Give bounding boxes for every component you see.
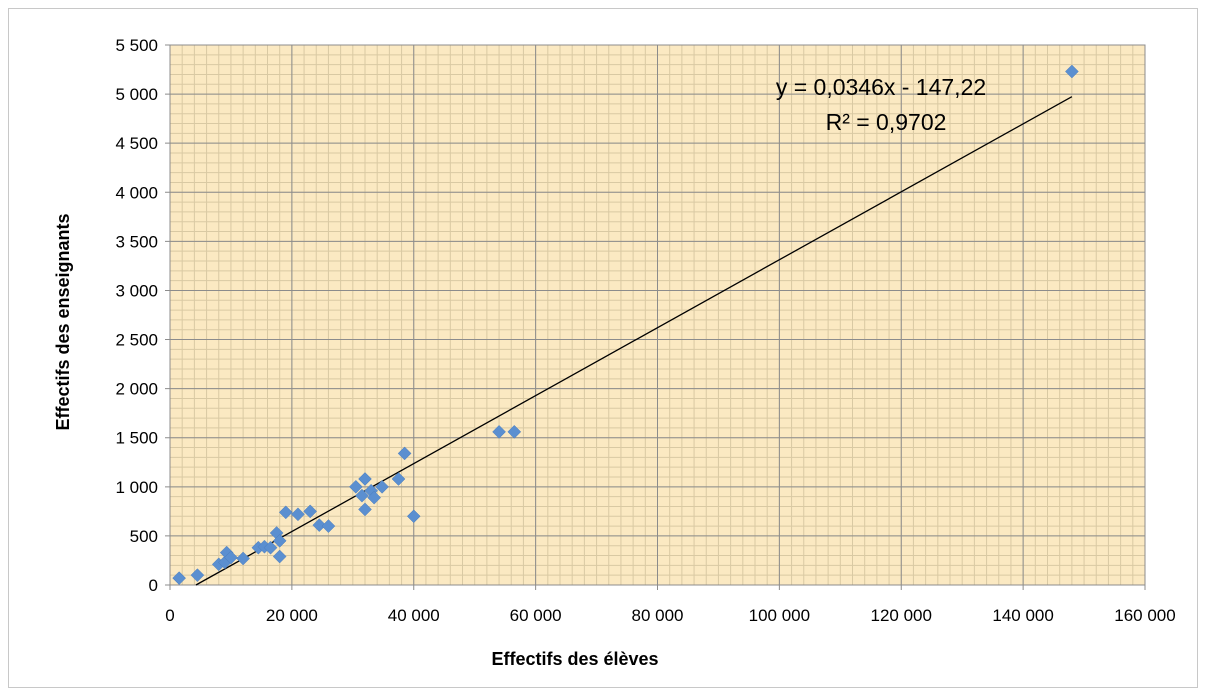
data-point bbox=[278, 505, 293, 520]
data-point bbox=[263, 540, 278, 555]
data-point bbox=[355, 488, 369, 503]
y-axis-title: Effectifs des enseignants bbox=[53, 213, 73, 430]
data-point bbox=[358, 472, 372, 486]
x-tick-label: 60 000 bbox=[510, 606, 562, 625]
y-tick-label: 1 000 bbox=[115, 478, 158, 497]
data-point bbox=[272, 549, 287, 564]
trendline-equation: y = 0,0346x - 147,22 bbox=[776, 74, 986, 100]
data-point bbox=[303, 504, 318, 519]
data-point bbox=[391, 472, 406, 486]
data-point bbox=[190, 568, 205, 583]
r-squared-label: R² = 0,9702 bbox=[826, 109, 947, 135]
y-tick-label: 4 500 bbox=[115, 134, 158, 153]
data-point bbox=[1065, 64, 1079, 79]
trendline bbox=[195, 96, 1073, 586]
x-tick-label: 80 000 bbox=[632, 606, 684, 625]
data-point bbox=[397, 446, 412, 461]
data-point bbox=[367, 490, 381, 505]
data-points bbox=[172, 64, 1079, 585]
data-point bbox=[492, 424, 506, 439]
y-tick-label: 4 000 bbox=[115, 183, 158, 202]
data-point bbox=[312, 518, 327, 532]
x-tick-label: 0 bbox=[165, 606, 174, 625]
data-point bbox=[291, 507, 305, 522]
y-axis-ticks: 0 500 1 000 1 500 2 000 2 500 3 000 3 500 4 000 4… bbox=[115, 36, 158, 595]
y-tick-label: 2 500 bbox=[115, 331, 158, 350]
plot-border bbox=[169, 44, 1146, 586]
data-point bbox=[321, 519, 336, 533]
data-point bbox=[224, 550, 238, 565]
x-tick-label: 120 000 bbox=[871, 606, 932, 625]
data-point bbox=[375, 479, 389, 494]
y-tick-label: 3 000 bbox=[115, 281, 158, 300]
x-tick-label: 40 000 bbox=[388, 606, 440, 625]
x-tick-label: 160 000 bbox=[1114, 606, 1175, 625]
y-tick-label: 5 500 bbox=[115, 36, 158, 55]
y-tick-label: 2 000 bbox=[115, 380, 158, 399]
x-axis-ticks: 0 20 000 40 000 60 000 80 000 100 000 120 000 1… bbox=[165, 606, 1175, 625]
data-point bbox=[349, 479, 363, 494]
scatter-chart: 0 20 000 40 000 60 000 80 000 100 000 120 000 1… bbox=[53, 36, 1176, 669]
y-tick-label: 500 bbox=[130, 527, 158, 546]
data-point bbox=[507, 424, 522, 439]
data-point bbox=[358, 502, 372, 517]
data-point bbox=[406, 509, 421, 524]
chart-area: 0 20 000 40 000 60 000 80 000 100 000 120 000 1… bbox=[8, 8, 1198, 688]
major-gridlines bbox=[165, 44, 1146, 590]
data-point bbox=[172, 571, 186, 585]
data-point bbox=[236, 551, 250, 566]
y-tick-label: 0 bbox=[149, 576, 158, 595]
y-tick-label: 3 500 bbox=[115, 232, 158, 251]
x-tick-label: 20 000 bbox=[266, 606, 318, 625]
trendline-layer bbox=[195, 96, 1073, 586]
x-tick-label: 100 000 bbox=[749, 606, 810, 625]
y-tick-label: 5 000 bbox=[115, 85, 158, 104]
data-point bbox=[272, 533, 287, 548]
x-tick-label: 140 000 bbox=[992, 606, 1053, 625]
y-tick-label: 1 500 bbox=[115, 429, 158, 448]
x-axis-title: Effectifs des élèves bbox=[491, 649, 658, 669]
